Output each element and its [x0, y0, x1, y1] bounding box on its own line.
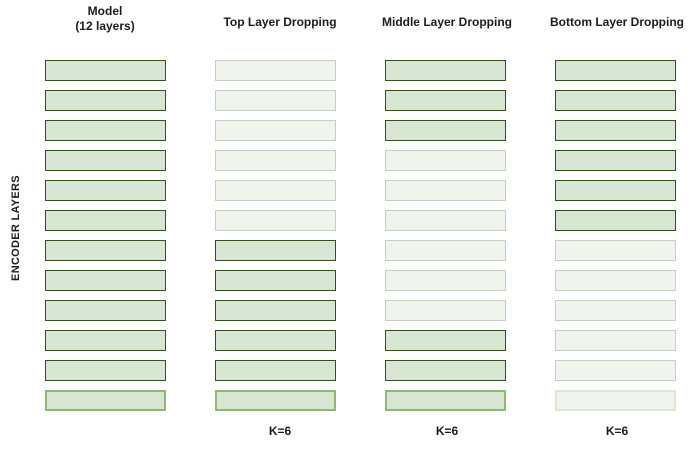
layer-rect-middle-layer-dropping-6-dropped — [385, 210, 506, 231]
layer-rect-bottom-layer-dropping-11-dropped — [555, 360, 676, 381]
layer-rect-model-10-kept — [45, 330, 166, 351]
layer-rect-top-layer-dropping-5-dropped — [215, 180, 336, 201]
layer-rect-model-1-kept — [45, 60, 166, 81]
layer-rect-middle-layer-dropping-3-kept — [385, 120, 506, 141]
layer-rect-model-11-kept — [45, 360, 166, 381]
layer-rect-top-layer-dropping-4-dropped — [215, 150, 336, 171]
k-label-middle-layer-dropping: K=6 — [435, 424, 459, 438]
column-header-middle-layer-dropping: Middle Layer Dropping — [381, 15, 512, 29]
layer-rect-middle-layer-dropping-8-dropped — [385, 270, 506, 291]
layer-rect-top-layer-dropping-3-dropped — [215, 120, 336, 141]
layer-rect-middle-layer-dropping-10-kept — [385, 330, 506, 351]
layer-rect-middle-layer-dropping-12-kept — [385, 390, 506, 411]
layer-rect-model-5-kept — [45, 180, 166, 201]
layer-rect-middle-layer-dropping-7-dropped — [385, 240, 506, 261]
layer-rect-top-layer-dropping-1-dropped — [215, 60, 336, 81]
layer-rect-middle-layer-dropping-4-dropped — [385, 150, 506, 171]
layer-rect-bottom-layer-dropping-7-dropped — [555, 240, 676, 261]
layer-rect-model-3-kept — [45, 120, 166, 141]
layer-rect-top-layer-dropping-8-kept — [215, 270, 336, 291]
layer-rect-middle-layer-dropping-2-kept — [385, 90, 506, 111]
layer-rect-bottom-layer-dropping-1-kept — [555, 60, 676, 81]
layer-rect-middle-layer-dropping-5-dropped — [385, 180, 506, 201]
layer-rect-bottom-layer-dropping-10-dropped — [555, 330, 676, 351]
layer-rect-top-layer-dropping-9-kept — [215, 300, 336, 321]
column-header-model-line2: (12 layers) — [75, 19, 135, 33]
layer-rect-model-8-kept — [45, 270, 166, 291]
layer-rect-bottom-layer-dropping-2-kept — [555, 90, 676, 111]
k-label-top-layer-dropping: K=6 — [268, 424, 292, 438]
layer-rect-model-4-kept — [45, 150, 166, 171]
column-header-model-line1: Model — [87, 4, 123, 18]
layer-rect-bottom-layer-dropping-9-dropped — [555, 300, 676, 321]
layer-rect-middle-layer-dropping-1-kept — [385, 60, 506, 81]
layer-rect-model-12-kept — [45, 390, 166, 411]
layer-rect-model-6-kept — [45, 210, 166, 231]
layer-rect-bottom-layer-dropping-5-kept — [555, 180, 676, 201]
encoder-layers-axis-label: ENCODER LAYERS — [10, 175, 22, 281]
layer-rect-top-layer-dropping-2-dropped — [215, 90, 336, 111]
column-header-model: Model (12 layers) — [20, 4, 190, 34]
layer-rect-bottom-layer-dropping-6-kept — [555, 210, 676, 231]
k-label-bottom-layer-dropping: K=6 — [605, 424, 629, 438]
layer-rect-bottom-layer-dropping-4-kept — [555, 150, 676, 171]
layer-rect-bottom-layer-dropping-8-dropped — [555, 270, 676, 291]
layer-rect-model-7-kept — [45, 240, 166, 261]
column-header-top-layer-dropping: Top Layer Dropping — [223, 15, 337, 29]
layer-rect-top-layer-dropping-11-kept — [215, 360, 336, 381]
layer-rect-top-layer-dropping-6-dropped — [215, 210, 336, 231]
layer-rect-bottom-layer-dropping-12-dropped — [555, 390, 676, 411]
column-header-bottom-layer-dropping: Bottom Layer Dropping — [550, 15, 684, 29]
layer-rect-middle-layer-dropping-11-kept — [385, 360, 506, 381]
layer-rect-bottom-layer-dropping-3-kept — [555, 120, 676, 141]
layer-rect-top-layer-dropping-10-kept — [215, 330, 336, 351]
layer-rect-model-9-kept — [45, 300, 166, 321]
layer-rect-top-layer-dropping-7-kept — [215, 240, 336, 261]
layer-rect-model-2-kept — [45, 90, 166, 111]
layer-rect-top-layer-dropping-12-kept — [215, 390, 336, 411]
layer-rect-middle-layer-dropping-9-dropped — [385, 300, 506, 321]
